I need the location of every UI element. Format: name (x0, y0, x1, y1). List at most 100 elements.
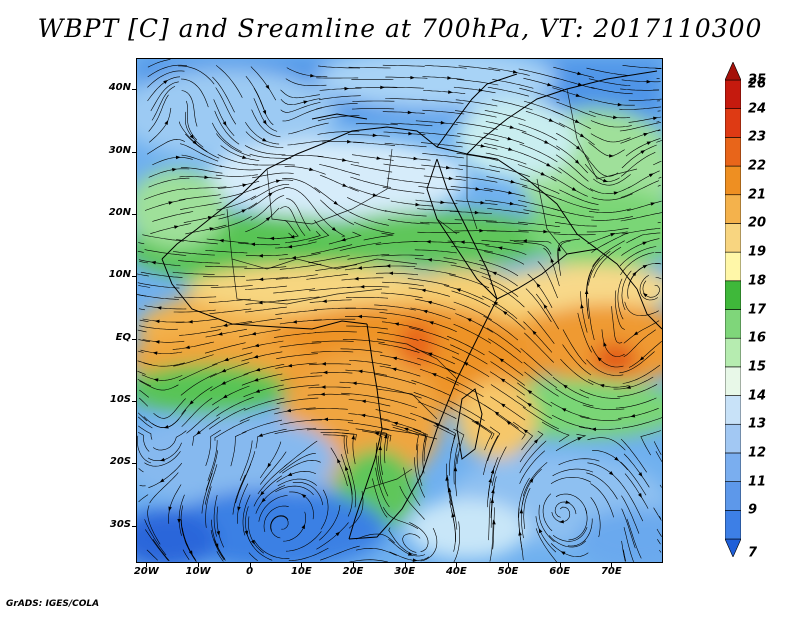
streamline (557, 238, 581, 265)
streamline (250, 184, 290, 201)
streamline (242, 340, 284, 350)
streamline (377, 455, 389, 497)
streamline-arrow (291, 255, 297, 260)
streamline (174, 296, 217, 298)
streamline (309, 286, 352, 292)
streamline (286, 198, 311, 232)
streamline (258, 495, 288, 522)
streamline (620, 252, 655, 276)
streamline (415, 348, 456, 365)
streamline (590, 483, 614, 518)
streamline (455, 99, 498, 107)
streamline (454, 110, 497, 118)
streamline (349, 559, 389, 562)
streamline (525, 111, 565, 128)
streamline (216, 396, 254, 417)
streamline (417, 208, 460, 212)
streamline-arrow (372, 133, 378, 138)
streamline (204, 342, 246, 354)
streamline-arrow (301, 493, 307, 499)
streamline (523, 77, 564, 90)
streamline-arrow (613, 191, 619, 195)
streamline-arrow (574, 159, 580, 165)
streamline (185, 111, 204, 148)
streamline (152, 539, 170, 561)
streamline (488, 338, 523, 364)
streamline (455, 175, 498, 183)
streamline (355, 123, 398, 126)
streamline (241, 351, 283, 362)
colorbar (725, 62, 741, 557)
streamline-arrow (262, 120, 267, 125)
streamline-arrow (650, 202, 656, 206)
streamline-arrow (209, 227, 215, 231)
streamline-arrow (474, 210, 480, 215)
streamline (230, 431, 247, 467)
streamline (209, 362, 250, 378)
longitude-label: 30E (394, 566, 416, 577)
streamline (309, 299, 352, 303)
streamline (137, 294, 179, 300)
streamline (622, 364, 661, 384)
streamline (344, 266, 387, 271)
streamline (587, 437, 626, 451)
streamline (147, 442, 182, 461)
streamline-arrow (500, 378, 506, 383)
streamline (215, 87, 237, 125)
streamline (210, 321, 253, 329)
streamline (138, 468, 144, 473)
streamline (317, 65, 360, 69)
streamline (446, 368, 484, 389)
streamline (424, 65, 467, 69)
streamline (242, 419, 283, 434)
streamline (253, 475, 283, 507)
streamline (483, 132, 525, 144)
streamline (270, 515, 289, 531)
streamline (381, 386, 422, 399)
streamline (562, 344, 592, 376)
streamline (184, 186, 227, 190)
streamline (382, 64, 425, 67)
streamline (385, 98, 428, 101)
streamline (538, 504, 555, 543)
streamline-arrow (453, 466, 458, 472)
longitude-tick (508, 563, 509, 567)
streamline (185, 224, 227, 235)
streamline-arrow (427, 352, 433, 357)
streamline-arrow (580, 303, 584, 309)
streamline-arrow (253, 354, 259, 359)
streamline (483, 188, 526, 197)
streamline-arrow (559, 519, 564, 524)
streamline (150, 81, 179, 112)
streamline (451, 246, 493, 253)
colorbar-cell (725, 423, 741, 454)
colorbar-label: 19 (748, 244, 767, 260)
streamline (274, 427, 317, 435)
streamline-arrow (591, 427, 597, 432)
streamline (449, 488, 458, 530)
streamline (138, 397, 149, 407)
streamline (519, 440, 547, 474)
streamline (626, 518, 642, 559)
streamline-arrow (617, 102, 623, 107)
streamline-arrow (421, 288, 426, 293)
streamline (419, 368, 459, 386)
streamline-arrow (354, 276, 359, 281)
streamline (341, 277, 384, 281)
streamline (347, 254, 390, 260)
streamline-arrow (351, 434, 356, 440)
streamline-arrow (577, 437, 583, 441)
colorbar-cell (725, 538, 741, 557)
streamline (220, 145, 260, 161)
streamline (416, 444, 423, 486)
streamline (179, 176, 222, 179)
streamline-arrow (413, 156, 419, 161)
streamline (620, 461, 647, 496)
streamline (275, 485, 314, 496)
streamline-arrow (466, 318, 472, 322)
streamline (552, 376, 590, 399)
streamline-arrow (480, 200, 485, 205)
streamline (653, 507, 662, 521)
streamline (619, 351, 655, 374)
streamline-arrow (151, 260, 156, 265)
